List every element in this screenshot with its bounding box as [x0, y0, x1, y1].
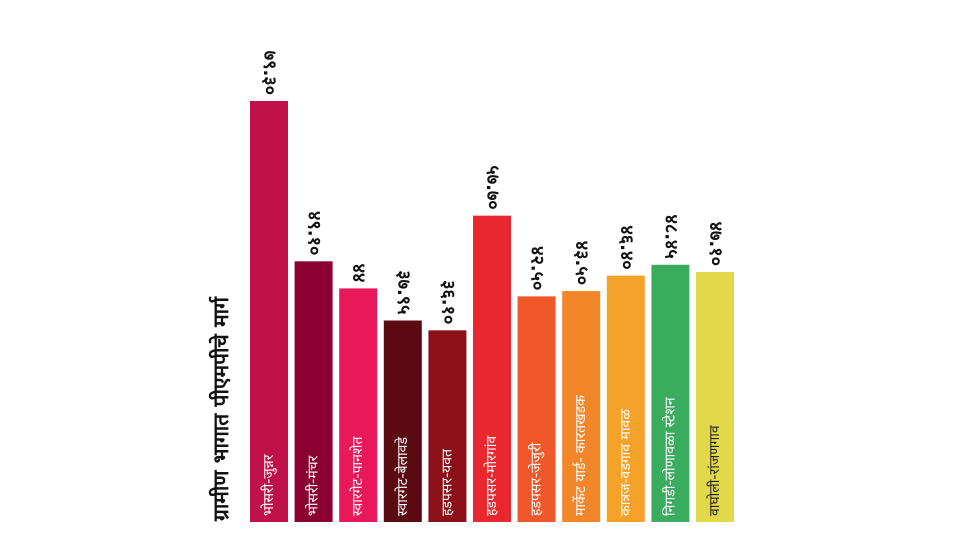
category-label: स्वारगेट-पानशेत: [349, 436, 366, 516]
bar: [383, 320, 422, 522]
chart-title: ग्रामीण भागात पीएमपीचे मार्ग: [208, 296, 233, 522]
value-label: ४७.१०: [705, 222, 726, 266]
value-label: ३७.९५: [393, 270, 414, 314]
value-label: ७९.३०: [259, 51, 280, 95]
bar: [517, 296, 556, 522]
value-label: ४२.५०: [527, 246, 548, 290]
value-label: ५७.७०: [482, 165, 503, 209]
bar: [473, 215, 511, 522]
value-label: ३६.१०: [437, 280, 458, 324]
category-label: हडपसर-यवत: [439, 448, 455, 516]
bar: [339, 288, 378, 522]
category-label: हडपसर-मोरगांव: [483, 436, 500, 516]
category-label: हडपसर-जेजुरी: [528, 442, 545, 516]
value-label: ४३.५०: [571, 241, 592, 285]
value-label: ४६.४०: [616, 225, 637, 269]
bar: [606, 275, 645, 522]
value-label: ४४: [348, 264, 369, 283]
bar: [250, 101, 288, 522]
bar: [562, 291, 601, 522]
bar: [651, 264, 690, 522]
category-label: भोसरी-मंचर: [305, 455, 322, 516]
category-label: वाघोली-रांजणगाव: [706, 425, 723, 516]
category-label: भोसरी-जुन्नर: [260, 454, 277, 516]
bar: [428, 330, 467, 522]
category-label: निगडी-लोणावळा स्टेशन: [661, 397, 678, 516]
bar: [696, 271, 734, 522]
value-label: ४८.४५: [660, 214, 681, 258]
category-label: मार्केट यार्ड- कारतखडक: [572, 395, 589, 516]
bar: [294, 261, 333, 522]
category-label: स्वारगेट-बेलावडे: [394, 437, 411, 516]
category-label: कात्रज-वडगाव मावळ: [618, 409, 634, 516]
value-label: ४९.१०: [304, 211, 325, 255]
